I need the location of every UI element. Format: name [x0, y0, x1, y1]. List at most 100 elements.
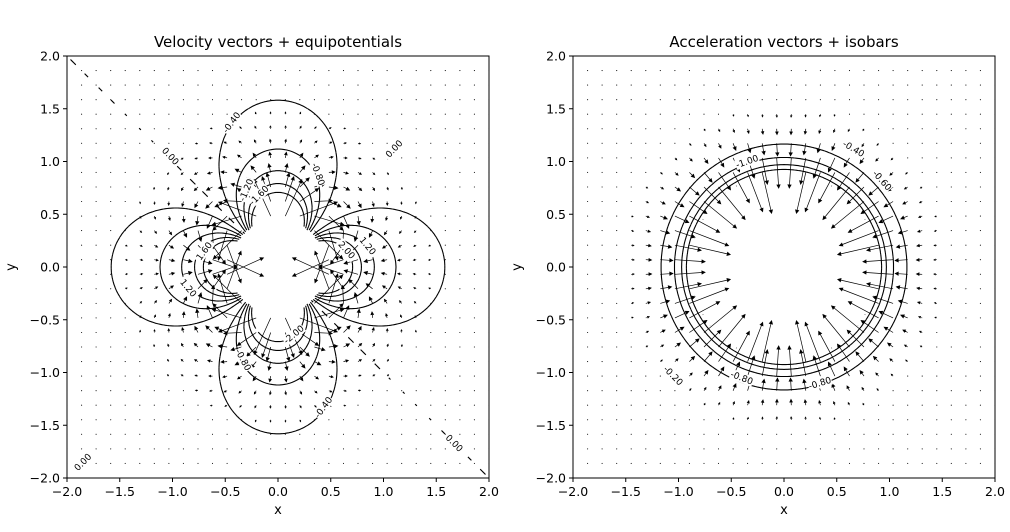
- vector-arrow: [659, 433, 661, 435]
- vector-arrow: [81, 404, 83, 406]
- vector-arrow: [365, 283, 373, 290]
- vector-arrow: [357, 113, 359, 115]
- vector-arrow: [444, 200, 446, 203]
- vector-arrow: [400, 314, 403, 319]
- vector-arrow: [473, 230, 475, 232]
- vector-arrow: [343, 171, 350, 175]
- vector-arrow: [587, 288, 589, 290]
- vector-arrow: [110, 244, 112, 246]
- vector-arrow: [110, 361, 112, 363]
- vector-arrow: [892, 433, 894, 435]
- vector-arrow: [601, 288, 603, 290]
- vector-arrow: [357, 433, 359, 435]
- vector-arrow: [284, 172, 291, 188]
- y-axis-label: y: [510, 263, 525, 271]
- vector-arrow: [630, 361, 632, 363]
- vector-arrow: [473, 317, 475, 319]
- vector-arrow: [630, 390, 632, 392]
- vector-arrow: [195, 308, 200, 318]
- contour-label-bg: [246, 183, 272, 208]
- vector-arrow: [830, 201, 865, 229]
- vector-arrow: [314, 375, 320, 380]
- vector-arrow: [979, 390, 981, 392]
- vector-arrow: [180, 374, 184, 377]
- vector-arrow: [342, 462, 345, 464]
- vector-arrow: [761, 157, 769, 185]
- vector-arrow: [415, 142, 417, 144]
- vector-arrow: [383, 298, 388, 304]
- vector-arrow: [587, 244, 589, 246]
- vector-arrow: [241, 419, 243, 421]
- vector-arrow: [211, 419, 214, 421]
- vector-arrow: [139, 215, 142, 219]
- vector-arrow: [645, 286, 652, 291]
- vector-arrow: [616, 433, 618, 435]
- vector-arrow: [630, 419, 632, 421]
- vector-arrow: [892, 419, 894, 421]
- vector-arrow: [313, 99, 315, 101]
- vector-arrow: [587, 84, 589, 86]
- vector-arrow: [872, 295, 894, 304]
- vector-arrow: [747, 448, 749, 450]
- vector-arrow: [206, 359, 213, 363]
- vector-arrow: [892, 462, 894, 464]
- vector-arrow: [965, 142, 967, 144]
- vector-arrow: [223, 390, 228, 393]
- vector-arrow: [211, 215, 242, 226]
- vector-arrow: [236, 375, 242, 380]
- vector-arrow: [168, 70, 170, 72]
- vector-arrow: [110, 375, 112, 377]
- vector-arrow: [217, 230, 228, 261]
- vector-arrow: [950, 419, 952, 421]
- vector-arrow: [848, 70, 851, 72]
- vector-arrow: [386, 70, 388, 72]
- vector-arrow: [168, 390, 170, 392]
- vector-arrow: [444, 70, 446, 72]
- x-tick-label: −0.5: [210, 484, 240, 499]
- vector-arrow: [732, 99, 734, 101]
- vector-arrow: [890, 373, 894, 377]
- vector-arrow: [139, 171, 141, 173]
- vector-arrow: [328, 201, 342, 208]
- vector-arrow: [299, 70, 301, 72]
- vector-arrow: [862, 270, 894, 275]
- vector-arrow: [430, 70, 432, 72]
- vector-arrow: [372, 448, 374, 450]
- vector-arrow: [314, 140, 318, 144]
- vector-arrow: [208, 156, 213, 160]
- vector-arrow: [587, 215, 589, 217]
- vector-arrow: [153, 448, 155, 450]
- vector-arrow: [875, 372, 879, 377]
- vector-arrow: [892, 142, 894, 144]
- vector-arrow: [314, 215, 345, 226]
- vector-arrow: [601, 259, 603, 261]
- vector-arrow: [645, 272, 653, 276]
- vector-arrow: [193, 172, 199, 175]
- vector-arrow: [660, 344, 665, 348]
- vector-arrow: [386, 404, 388, 406]
- vector-arrow: [386, 172, 389, 176]
- vector-arrow: [878, 462, 880, 464]
- vector-arrow: [950, 128, 952, 130]
- vector-arrow: [847, 401, 851, 406]
- vector-arrow: [875, 157, 879, 162]
- contour-label-bg: [840, 138, 867, 160]
- vector-arrow: [819, 416, 822, 420]
- x-tick-label: 0.0: [774, 484, 794, 499]
- vector-arrow: [718, 143, 722, 149]
- vector-arrow: [717, 99, 720, 101]
- vector-arrow: [921, 462, 923, 464]
- vector-arrow: [343, 269, 359, 275]
- vector-arrow: [703, 157, 709, 165]
- vector-arrow: [400, 201, 403, 205]
- y-tick-label: 1.5: [40, 101, 60, 116]
- vector-arrow: [238, 390, 242, 394]
- vector-arrow: [979, 186, 981, 188]
- vector-arrow: [81, 157, 83, 159]
- vector-arrow: [805, 99, 807, 101]
- vector-arrow: [81, 346, 83, 348]
- vector-arrow: [868, 186, 879, 196]
- vector-arrow: [241, 113, 243, 115]
- vector-arrow: [747, 355, 756, 377]
- vector-arrow: [211, 448, 214, 450]
